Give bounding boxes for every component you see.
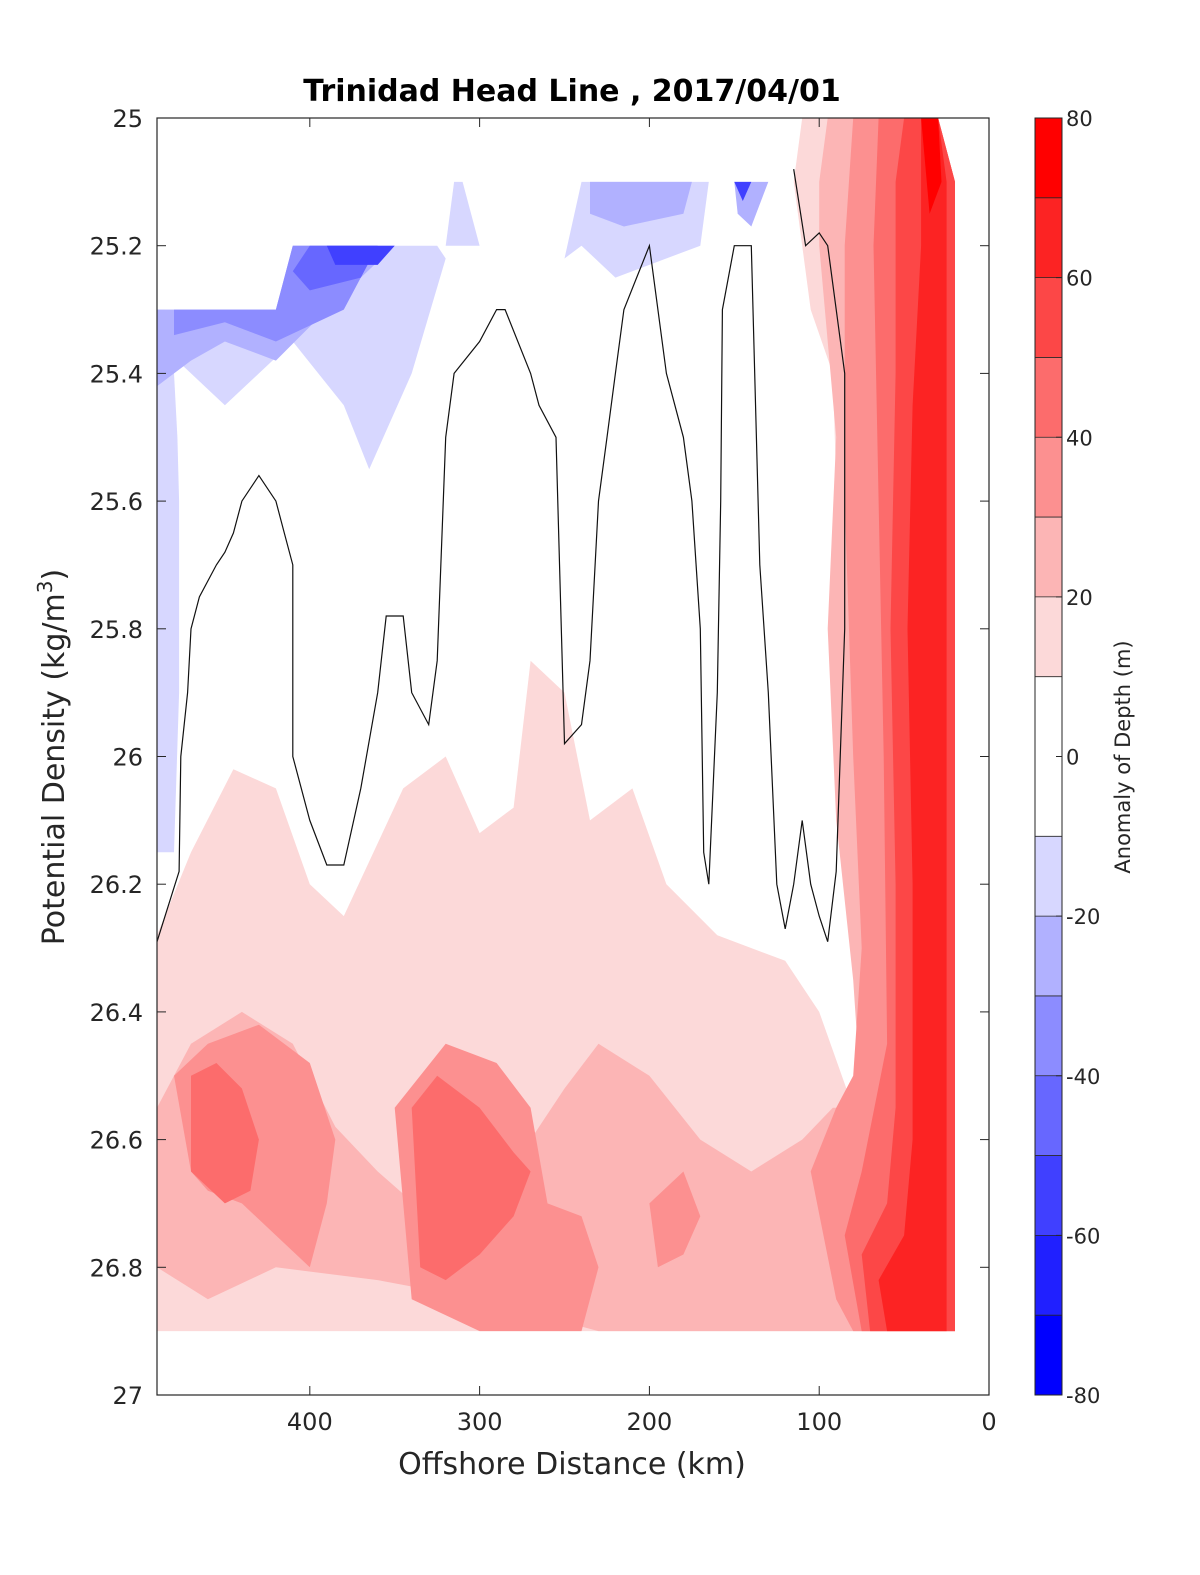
colorbar-swatch-9 (1035, 596, 1062, 677)
colorbar-tick-label: -60 (1066, 1224, 1100, 1248)
y-tick-label: 27 (112, 1382, 143, 1410)
contour-region-2 (157, 309, 180, 853)
zero-contour-line-1 (156, 169, 846, 942)
colorbar-swatch-12 (1035, 357, 1062, 438)
colorbar-tick-label: 80 (1066, 107, 1093, 131)
contour-region-11 (326, 245, 395, 265)
y-axis-label-sup: 3 (33, 580, 57, 593)
x-tick-label: 100 (796, 1408, 842, 1436)
contour-region-23 (878, 118, 947, 1332)
colorbar-swatch-11 (1035, 437, 1062, 518)
y-tick-label: 26 (112, 744, 143, 772)
colorbar-swatch-15 (1035, 118, 1062, 198)
y-axis-label-main: Potential Density (kg/m (37, 593, 72, 945)
y-tick-label: 25.4 (90, 360, 143, 388)
x-tick-label: 200 (627, 1408, 673, 1436)
y-tick-label: 26.8 (90, 1254, 143, 1282)
y-axis-label: Potential Density (kg/m3) (33, 569, 72, 945)
x-tick-label: 0 (981, 1408, 996, 1436)
y-tick-label: 26.4 (90, 999, 143, 1027)
x-tick-label: 400 (287, 1408, 333, 1436)
contour-region-5 (445, 181, 480, 246)
y-tick-label: 26.2 (90, 871, 143, 899)
colorbar-tick-label: 0 (1066, 746, 1079, 770)
colorbar-swatch-3 (1035, 1155, 1062, 1236)
y-tick-label: 25.8 (90, 616, 143, 644)
contour-region-20 (411, 1075, 531, 1281)
colorbar-swatch-6 (1035, 916, 1062, 996)
x-axis-label: Offshore Distance (km) (398, 1447, 746, 1482)
y-axis-label-end: ) (37, 569, 72, 581)
colorbar-tick-label: 20 (1066, 586, 1093, 610)
colorbar-tick-label: 60 (1066, 267, 1093, 291)
colorbar-swatch-5 (1035, 995, 1062, 1076)
y-tick-label: 25.2 (90, 233, 143, 261)
colorbar-swatch-2 (1035, 1235, 1062, 1316)
colorbar-swatch-13 (1035, 277, 1062, 358)
contour-region-12 (734, 181, 752, 201)
contour-region-17 (649, 1171, 701, 1268)
contour-region-7 (590, 181, 692, 227)
plot-contour-layer (156, 169, 846, 942)
y-tick-label: 25 (112, 105, 143, 133)
colorbar-swatch-10 (1035, 517, 1062, 597)
contour-region-19 (191, 1063, 259, 1204)
y-axis: 25 25.2 25.4 25.6 25.8 26 26.2 26.4 26.6 26.8 27 (90, 105, 989, 1410)
colorbar-tick-label: -40 (1066, 1065, 1100, 1089)
colorbar-tick-label: -80 (1066, 1384, 1100, 1408)
colorbar-swatch-7 (1035, 836, 1062, 917)
y-tick-label: 25.6 (90, 488, 143, 516)
contour-region-13 (157, 118, 955, 1332)
colorbar-tick-label: -20 (1066, 905, 1100, 929)
colorbar-swatch-1 (1035, 1315, 1062, 1395)
plot-fill-layer (157, 118, 955, 1332)
y-tick-label: 26.6 (90, 1127, 143, 1155)
colorbar-label: Anomaly of Depth (m) (1111, 640, 1135, 873)
x-axis: 400 300 200 100 0 (287, 118, 997, 1436)
contour-region-3 (157, 245, 446, 470)
colorbar-swatch-4 (1035, 1075, 1062, 1156)
contour-region-24 (921, 118, 942, 214)
colorbar-swatch-14 (1035, 197, 1062, 278)
colorbar: -80 -60 -40 -20 0 20 40 60 80 (1034, 107, 1100, 1408)
chart-title: Trinidad Head Line , 2017/04/01 (303, 74, 840, 109)
colorbar-tick-label: 40 (1066, 426, 1093, 450)
x-tick-label: 300 (457, 1408, 503, 1436)
